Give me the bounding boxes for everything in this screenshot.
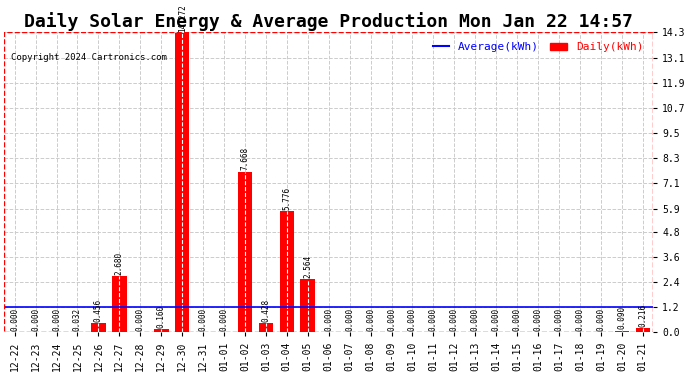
Bar [154,329,168,332]
Text: 0.000: 0.000 [219,308,228,332]
Text: 0.000: 0.000 [450,308,459,332]
Text: 0.000: 0.000 [345,308,354,332]
Bar [615,330,629,332]
Bar [300,279,315,332]
Text: Copyright 2024 Cartronics.com: Copyright 2024 Cartronics.com [10,53,166,62]
Text: 0.090: 0.090 [618,306,627,330]
Bar [635,328,650,332]
Text: 0.000: 0.000 [52,308,61,332]
Text: 0.000: 0.000 [575,308,584,332]
Bar [279,211,294,332]
Bar [112,276,127,332]
Text: 0.216: 0.216 [638,304,647,327]
Text: 2.564: 2.564 [304,255,313,278]
Bar [175,33,190,332]
Text: 0.000: 0.000 [533,308,542,332]
Text: 0.000: 0.000 [471,308,480,332]
Text: 0.160: 0.160 [157,305,166,328]
Text: 0.032: 0.032 [73,308,82,331]
Bar [259,324,273,332]
Bar [237,171,253,332]
Text: 0.000: 0.000 [136,308,145,332]
Bar [91,323,106,332]
Text: 5.776: 5.776 [282,187,291,210]
Text: 0.000: 0.000 [429,308,438,332]
Text: 0.000: 0.000 [492,308,501,332]
Text: 0.000: 0.000 [10,308,19,332]
Text: 0.456: 0.456 [94,299,103,322]
Text: 0.000: 0.000 [408,308,417,332]
Text: 7.668: 7.668 [241,147,250,171]
Text: 0.000: 0.000 [513,308,522,332]
Text: 0.000: 0.000 [324,308,333,332]
Text: 2.680: 2.680 [115,252,124,275]
Text: 0.000: 0.000 [596,308,605,332]
Text: 14.272: 14.272 [177,4,187,32]
Text: 0.000: 0.000 [555,308,564,332]
Text: 0.000: 0.000 [366,308,375,332]
Text: 0.000: 0.000 [387,308,396,332]
Text: 0.000: 0.000 [199,308,208,332]
Legend: Average(kWh), Daily(kWh): Average(kWh), Daily(kWh) [428,38,648,57]
Text: 0.428: 0.428 [262,299,270,322]
Text: 0.000: 0.000 [31,308,40,332]
Title: Daily Solar Energy & Average Production Mon Jan 22 14:57: Daily Solar Energy & Average Production … [24,12,633,31]
